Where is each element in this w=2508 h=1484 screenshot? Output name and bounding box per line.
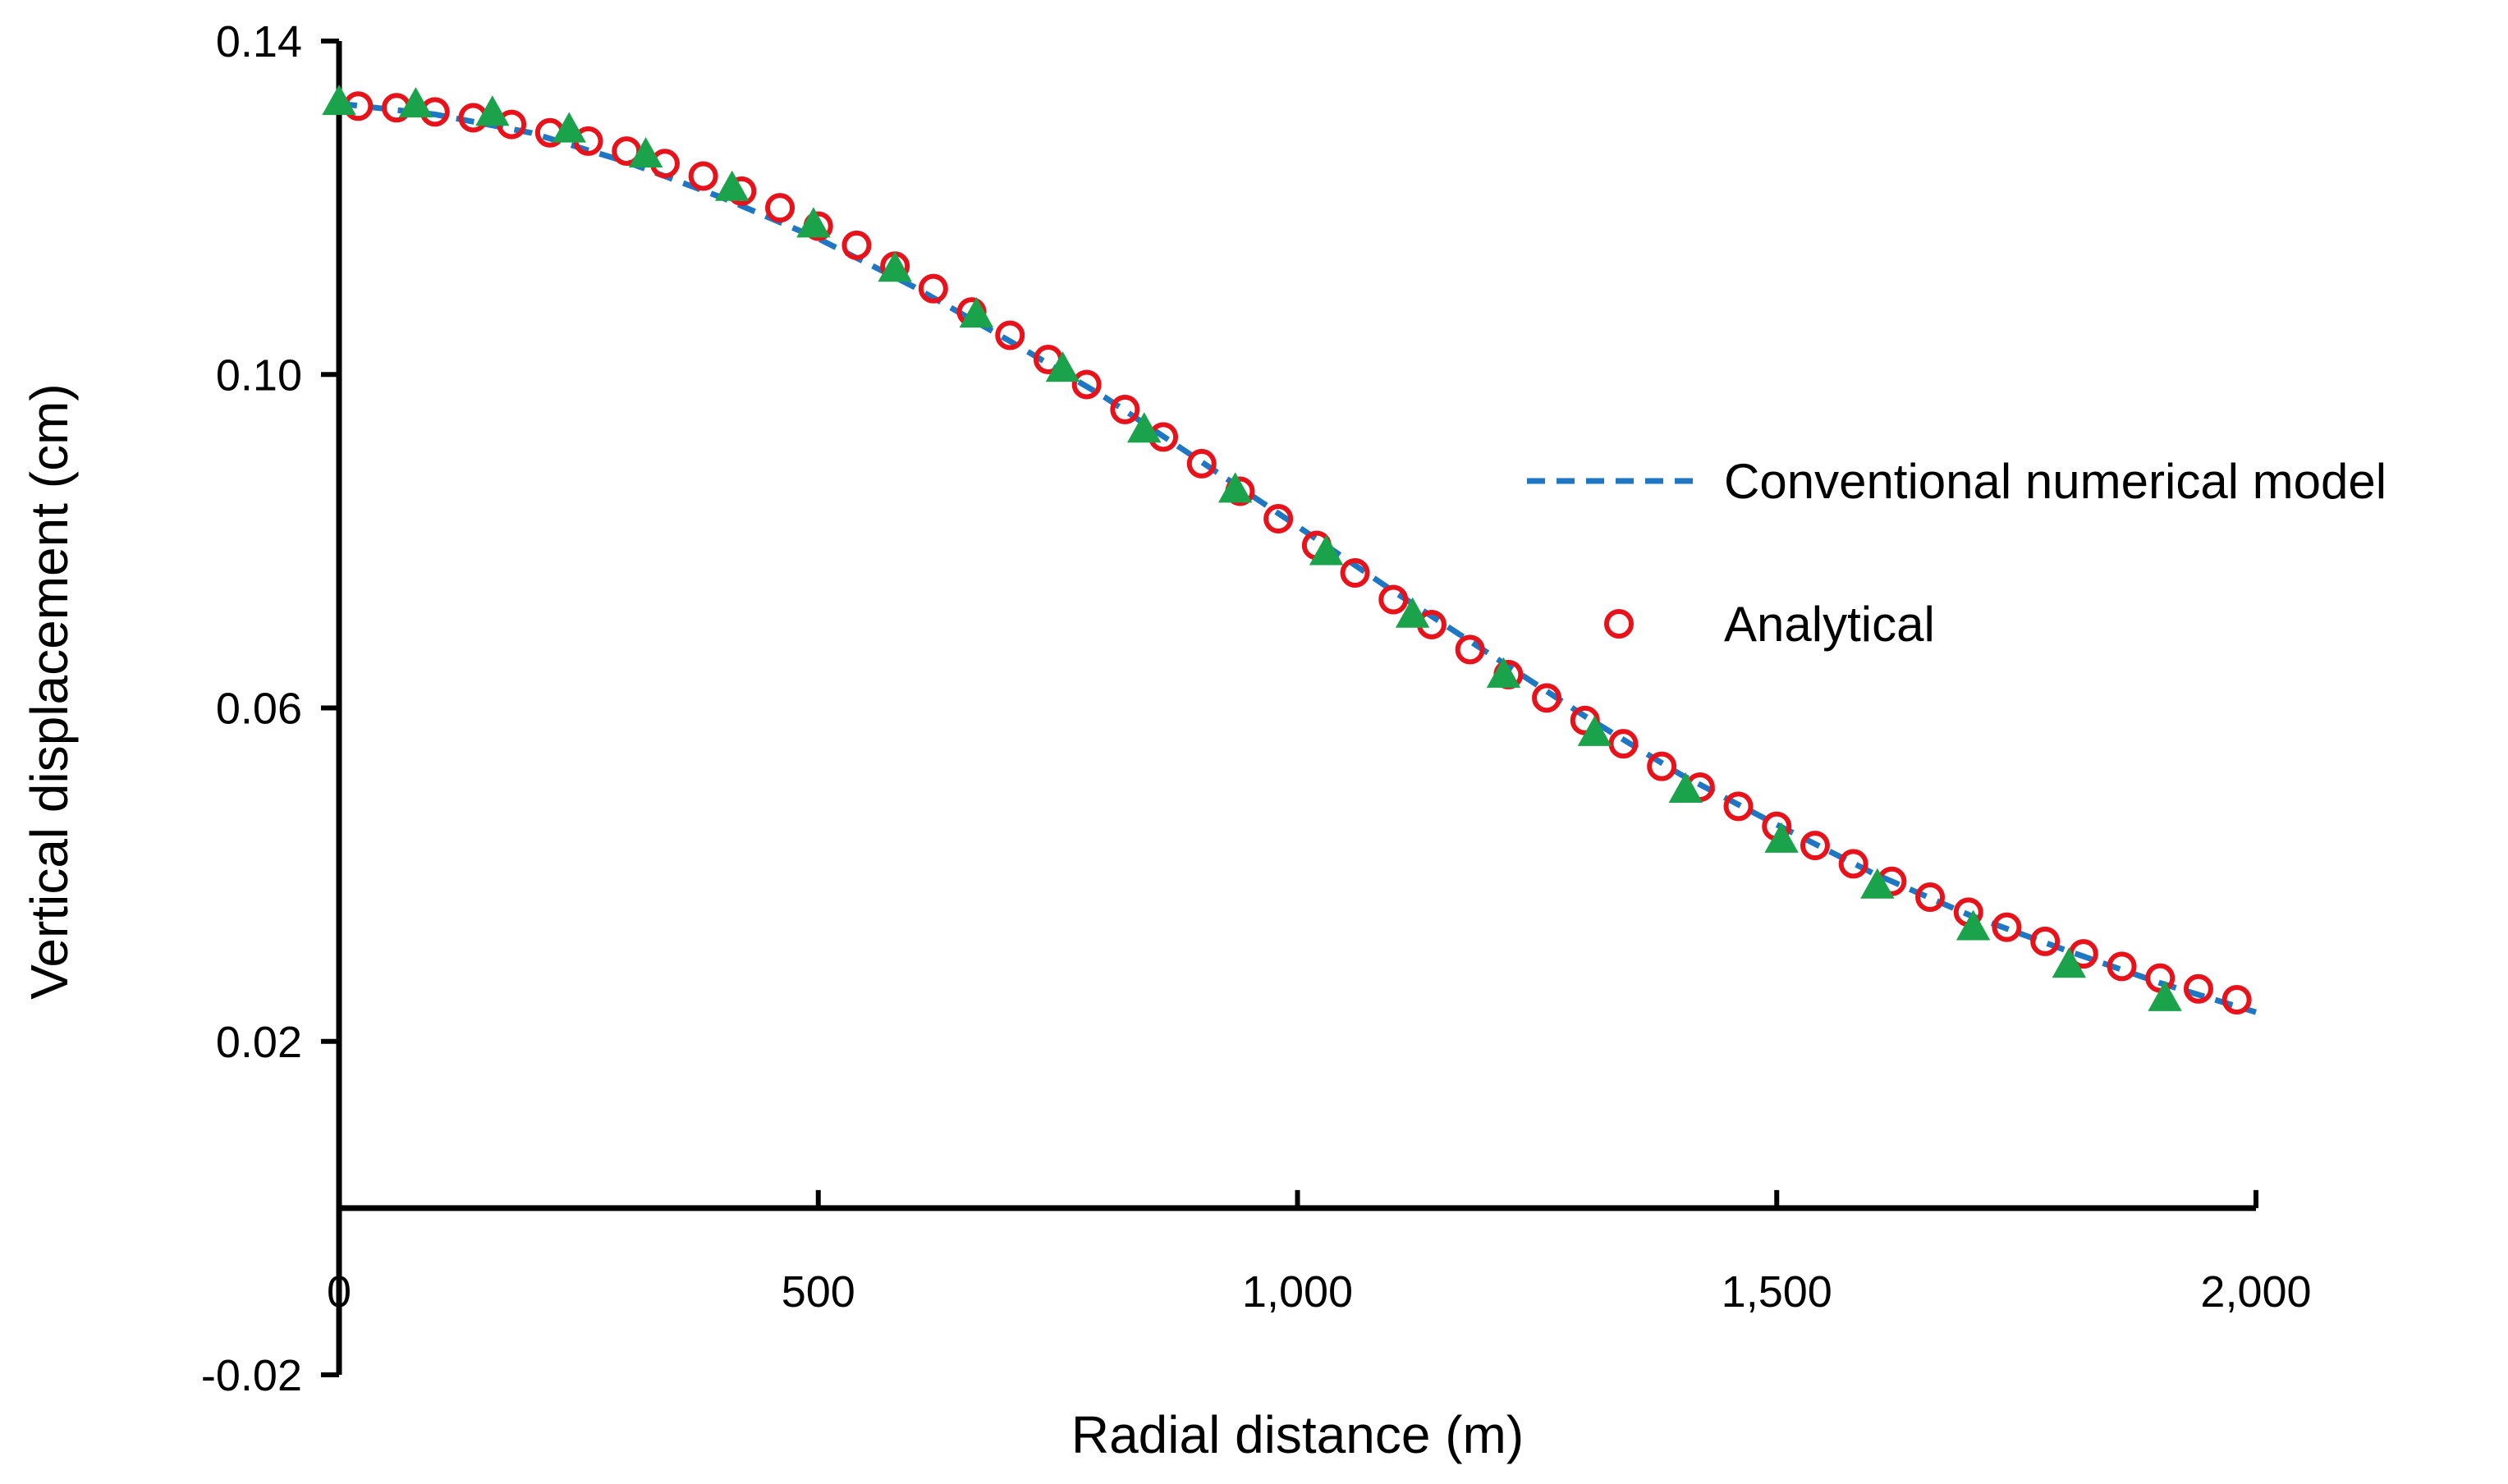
triangle-point (2148, 980, 2182, 1011)
triangle-point (1126, 412, 1162, 443)
analytical-point (1186, 448, 1217, 479)
series-conventional-numerical-model (338, 100, 2258, 1015)
analytical-point (1647, 751, 1677, 781)
triangle-point (878, 251, 912, 282)
analytical-point (1838, 849, 1868, 879)
triangle-point (1395, 597, 1430, 628)
y-tick-label: 0.02 (216, 1018, 302, 1067)
numerical-model-line (338, 100, 2258, 1015)
triangle-point (2052, 947, 2087, 978)
triangle-point (959, 297, 994, 328)
triangle-point (552, 112, 586, 143)
analytical-point (1800, 831, 1830, 861)
y-tick-label: 0.06 (216, 685, 302, 734)
analytical-point (1608, 729, 1639, 759)
x-axis-title: Radial distance (m) (1071, 1405, 1524, 1464)
plot-area (322, 85, 2258, 1015)
analytical-point (1378, 584, 1409, 615)
x-tick-label: 0 (327, 1267, 351, 1317)
analytical-point (995, 320, 1025, 350)
triangle-point (1764, 822, 1799, 853)
analytical-point (1570, 705, 1600, 735)
triangle-point (1045, 351, 1080, 382)
analytical-point (918, 273, 948, 304)
triangle-point (1577, 715, 1612, 746)
y-axis-title: Vertical displacement (cm) (20, 383, 79, 999)
triangle-point (1217, 472, 1253, 503)
series-analytical (343, 91, 2252, 1015)
analytical-point (1340, 557, 1370, 588)
series-triangle-markers (322, 85, 2182, 1011)
analytical-point (2221, 984, 2252, 1015)
analytical-point (1455, 634, 1485, 665)
triangle-point (796, 207, 831, 238)
analytical-point (2030, 926, 2061, 956)
analytical-point (1263, 503, 1294, 534)
legend-entry-analytical: Analytical (1604, 597, 1935, 652)
analytical-point (1915, 882, 1946, 913)
x-tick-label: 1,500 (1722, 1267, 1832, 1317)
analytical-point (765, 193, 795, 223)
x-tick-label: 2,000 (2200, 1267, 2311, 1317)
triangle-point (1956, 909, 1991, 941)
analytical-point (1532, 683, 1562, 713)
analytical-point (841, 230, 872, 260)
legend-label-analytical: Analytical (1724, 597, 1935, 652)
analytical-point (2183, 973, 2213, 1004)
analytical-point (1992, 912, 2022, 942)
triangle-point (475, 95, 510, 126)
triangle-point (398, 87, 433, 118)
analytical-point (1071, 369, 1102, 400)
triangle-point (1668, 772, 1703, 803)
axes (321, 39, 2258, 1377)
triangle-point (628, 137, 663, 168)
triangle-point (322, 85, 356, 116)
y-tick-label: 0.14 (216, 17, 302, 66)
triangle-point (1309, 534, 1344, 566)
x-tick-label: 1,000 (1242, 1267, 1353, 1317)
legend-label-numerical: Conventional numerical model (1724, 454, 2386, 509)
triangle-point (1486, 657, 1521, 688)
analytical-point (2107, 951, 2137, 982)
legend-entry-numerical: Conventional numerical model (1527, 454, 2386, 509)
analytical-point (1723, 791, 1754, 822)
x-tick-label: 500 (782, 1267, 855, 1317)
triangle-point (1860, 868, 1895, 899)
triangle-point (714, 170, 750, 201)
analytical-point (688, 161, 718, 191)
legend: Conventional numerical model Analytical (1527, 454, 2386, 652)
analytical-point (1110, 394, 1140, 424)
legend-marker-circle (1604, 609, 1634, 639)
y-tick-label: 0.10 (216, 350, 302, 400)
y-tick-label: -0.02 (201, 1351, 302, 1400)
tick-labels: -0.02 0.02 0.06 0.10 0.14 0 500 1,000 1,500 2,000 (201, 17, 2312, 1400)
analytical-point (2145, 963, 2176, 993)
